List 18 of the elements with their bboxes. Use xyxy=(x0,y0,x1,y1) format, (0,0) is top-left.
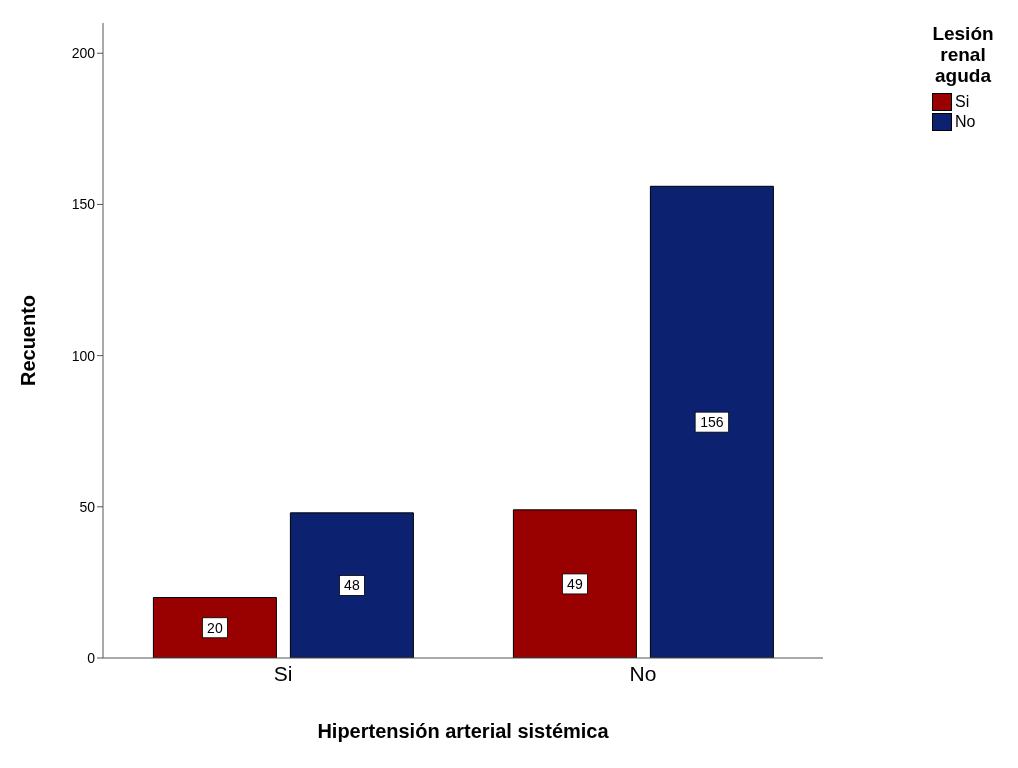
bar xyxy=(289,512,414,658)
data-label: 48 xyxy=(344,577,360,594)
data-label: 20 xyxy=(207,619,223,636)
y-tick-label: 200 xyxy=(71,45,96,62)
y-tick-label: 100 xyxy=(71,347,96,364)
legend-label: No xyxy=(955,112,976,132)
y-axis-title: Recuento xyxy=(17,294,40,387)
legend-title: Lesión renal aguda xyxy=(931,23,995,86)
y-tick-label: 150 xyxy=(71,196,96,213)
y-tick-label: 50 xyxy=(79,498,96,515)
data-label: 49 xyxy=(567,575,583,592)
x-axis-title: Hipertensión arterial sistémica xyxy=(317,720,610,742)
legend-label: Si xyxy=(955,92,970,112)
bar xyxy=(152,597,277,658)
bar xyxy=(649,185,774,658)
bar xyxy=(512,509,637,658)
data-label: 156 xyxy=(700,414,724,431)
y-tick-label: 0 xyxy=(87,649,96,666)
